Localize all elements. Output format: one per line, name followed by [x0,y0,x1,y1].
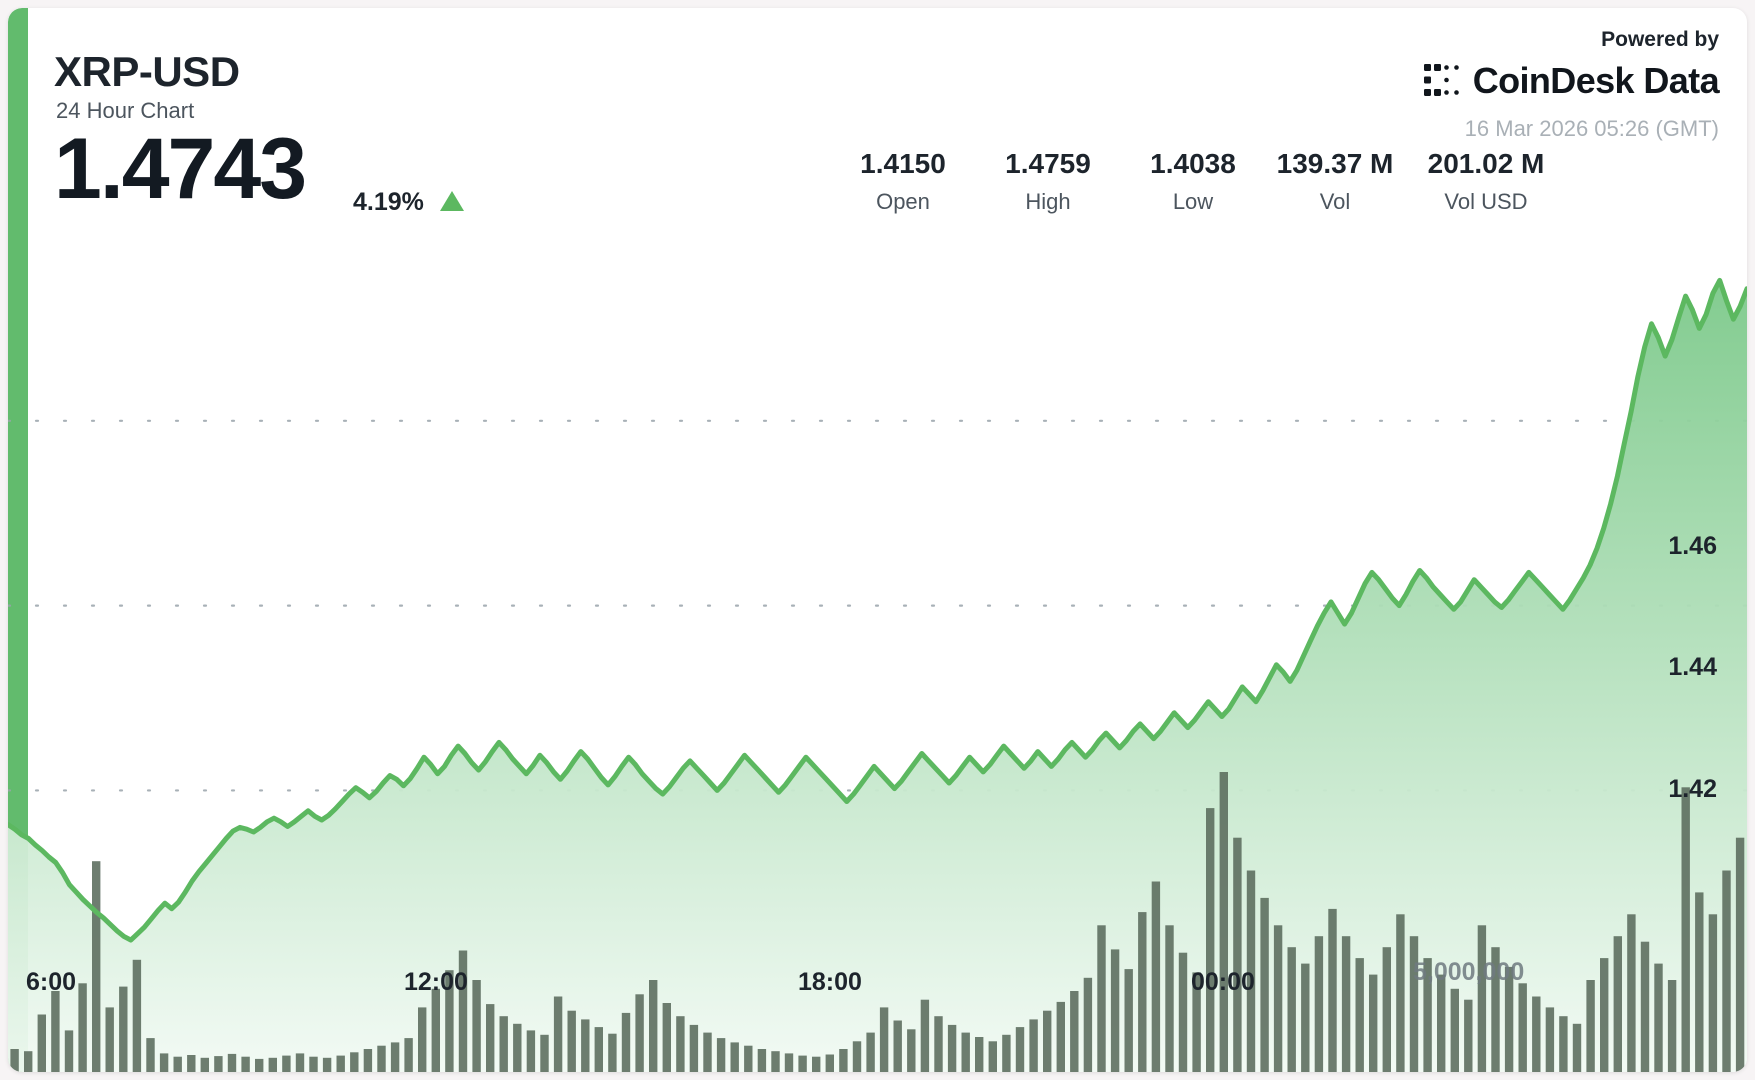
timestamp: 16 Mar 2026 05:26 (GMT) [1464,116,1719,141]
stat-value: 1.4759 [1005,148,1091,179]
page-title: XRP-USD [54,48,240,95]
triangle-up-icon [440,191,464,211]
y-axis-tick: 1.44 [1668,653,1717,681]
change-percent: 4.19% [353,188,424,216]
stat-label: Open [876,189,930,214]
crypto-chart-card: XRP-USD 24 Hour Chart 1.4743 4.19% 1.415… [8,8,1747,1072]
price-volume-chart: 1.46 1.44 1.42 5,000,000 6:00 12:00 18:0… [8,226,1747,1072]
stat-high: 1.4759 High [953,148,1143,215]
x-axis-tick: 6:00 [26,968,77,996]
x-axis-tick: 18:00 [798,968,862,996]
y-axis-tick: 1.46 [1668,532,1717,560]
chart-subtitle: 24 Hour Chart [56,98,195,123]
stat-vol-usd: 201.02 M Vol USD [1386,148,1586,215]
chart-svg [8,277,1747,1072]
stat-label: High [1025,189,1071,214]
y-axis-tick: 1.42 [1668,775,1717,803]
stat-open: 1.4150 Open [808,148,998,215]
x-axis-tick: 00:00 [1191,968,1255,996]
stat-vol: 139.37 M Vol [1240,148,1430,215]
stat-value: 201.02 M [1427,148,1545,179]
stat-value: 1.4038 [1150,148,1236,179]
stat-low: 1.4038 Low [1098,148,1288,215]
stat-label: Vol USD [1444,189,1528,214]
accent-bar [8,8,28,1072]
volume-axis-tick: 5,000,000 [1413,958,1525,986]
powered-by-label: Powered by [1601,28,1719,51]
current-price: 1.4743 [54,121,307,217]
stat-value: 1.4150 [860,148,946,179]
x-axis-tick: 12:00 [404,968,468,996]
brand-row: CoinDesk Data [1119,60,1720,102]
stat-value: 139.37 M [1276,148,1394,179]
stat-label: Vol [1319,189,1351,214]
coindesk-dotted-bracket-icon [1423,62,1463,100]
stat-label: Low [1172,189,1214,214]
brand-name: CoinDesk Data [1472,60,1720,101]
